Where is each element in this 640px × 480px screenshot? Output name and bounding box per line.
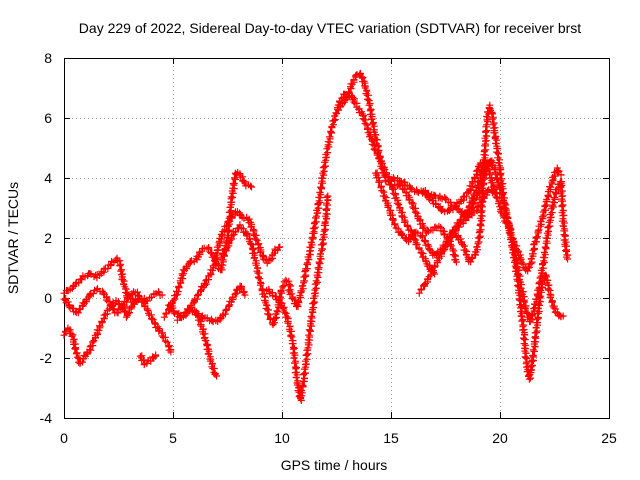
series-markers [452,101,567,383]
series-markers [420,159,484,216]
y-tick-label: -4 [40,410,53,426]
x-tick-label: 15 [383,430,399,446]
chart-title: Day 229 of 2022, Sidereal Day-to-day VTE… [79,20,581,36]
x-tick-label: 10 [274,430,290,446]
y-tick-label: 6 [44,110,52,126]
tick-marks [64,58,610,419]
series-arc-5 [160,168,255,321]
series-markers [136,351,160,369]
series-markers [509,178,572,326]
series-arc-8 [189,282,249,326]
y-tick-label: 4 [44,170,52,186]
series-arc-10 [263,192,332,404]
x-tick-label: 0 [60,430,68,446]
series-markers [60,297,140,367]
series-markers [263,192,332,404]
series-arc-9 [217,221,295,329]
x-tick-label: 5 [169,430,177,446]
series-markers [335,69,460,266]
series-arc-17 [509,178,572,326]
series-markers [217,221,295,329]
grid [64,58,609,418]
series-markers [189,282,249,326]
y-tick-label: -2 [40,350,53,366]
y-tick-label: 0 [44,290,52,306]
y-tick-label: 8 [44,50,52,66]
y-axis-title: SDTVAR / TECUs [5,182,21,294]
y-tick-labels: -4 -2 0 2 4 6 8 [40,50,53,426]
series-arc-4 [136,351,160,369]
x-axis-title: GPS time / hours [281,457,388,473]
data-series [60,69,572,404]
series-arc-12 [335,69,460,266]
x-tick-label: 25 [601,430,617,446]
series-arc-3 [60,297,140,367]
series-arc-18 [420,159,484,216]
series-arc-2 [60,285,175,356]
series-markers [285,89,439,310]
x-tick-labels: 0 5 10 15 20 25 [60,430,617,446]
x-tick-label: 20 [492,430,508,446]
series-arc-11 [285,89,439,310]
series-markers [60,285,175,356]
series-markers [160,168,255,321]
series-arc-16 [452,101,567,383]
y-tick-label: 2 [44,230,52,246]
